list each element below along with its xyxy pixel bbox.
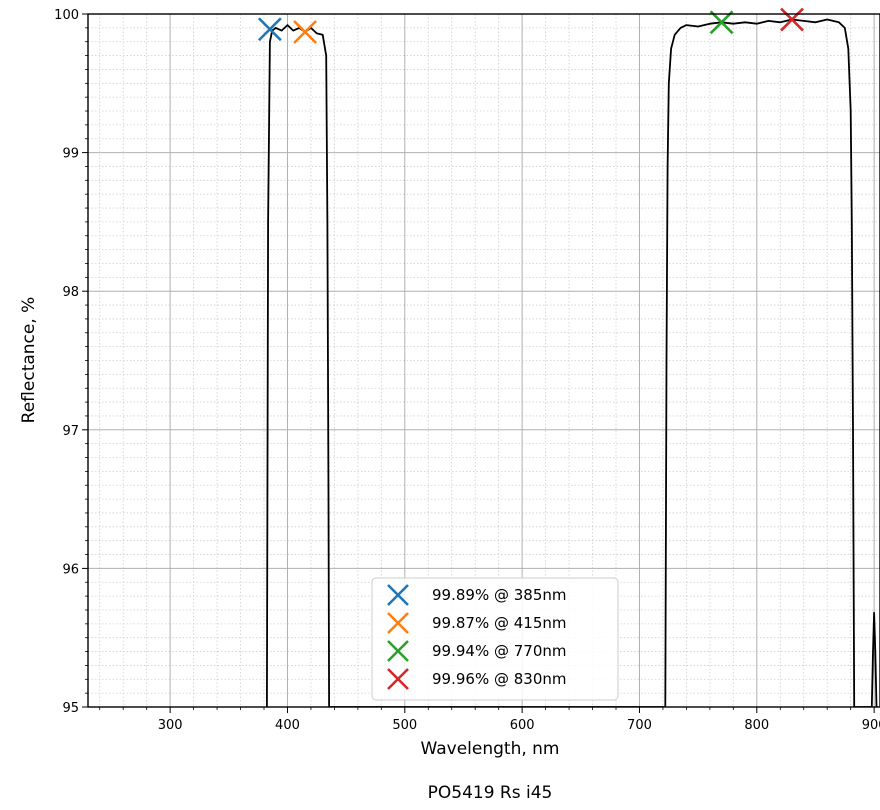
x-axis-label: Wavelength, nm [421,739,560,759]
y-axis-label: Reflectance, % [19,297,39,424]
tick-labels: 300 400 500 600 700 800 900 95 96 97 98 99 100 [54,8,880,733]
legend-label: 99.87% @ 415nm [432,614,566,632]
legend-marker [387,584,409,606]
y-tick-label: 95 [62,701,79,716]
x-tick-label: 600 [510,718,535,733]
legend-label: 99.89% @ 385nm [432,586,566,604]
y-tick-label: 99 [62,147,79,162]
legend-box [371,577,619,701]
peak-markers [257,7,804,44]
legend-label: 99.94% @ 770nm [432,642,566,660]
peak-marker [257,17,282,42]
peak-marker [709,10,734,35]
legend-marker [387,668,409,690]
y-tick-label: 100 [54,8,79,23]
legend-marker [387,612,409,634]
chart-caption: PO5419 Rs i45 [428,783,553,803]
legend-label: 99.96% @ 830nm [432,670,566,688]
x-tick-label: 300 [158,718,183,733]
peak-marker [780,7,804,32]
y-tick-label: 97 [62,424,79,439]
y-tick-label: 96 [62,562,79,577]
x-tick-label: 900 [862,718,880,733]
x-tick-label: 700 [627,718,652,733]
x-tick-label: 400 [275,718,300,733]
x-tick-label: 500 [392,718,417,733]
x-tick-label: 800 [744,718,769,733]
peak-marker [293,20,317,44]
y-tick-label: 98 [62,285,79,300]
axis-ticks [82,13,875,713]
legend-marker [387,640,409,662]
legend: 99.89% @ 385nm 99.87% @ 415nm 99.94% @ 770… [371,577,619,701]
